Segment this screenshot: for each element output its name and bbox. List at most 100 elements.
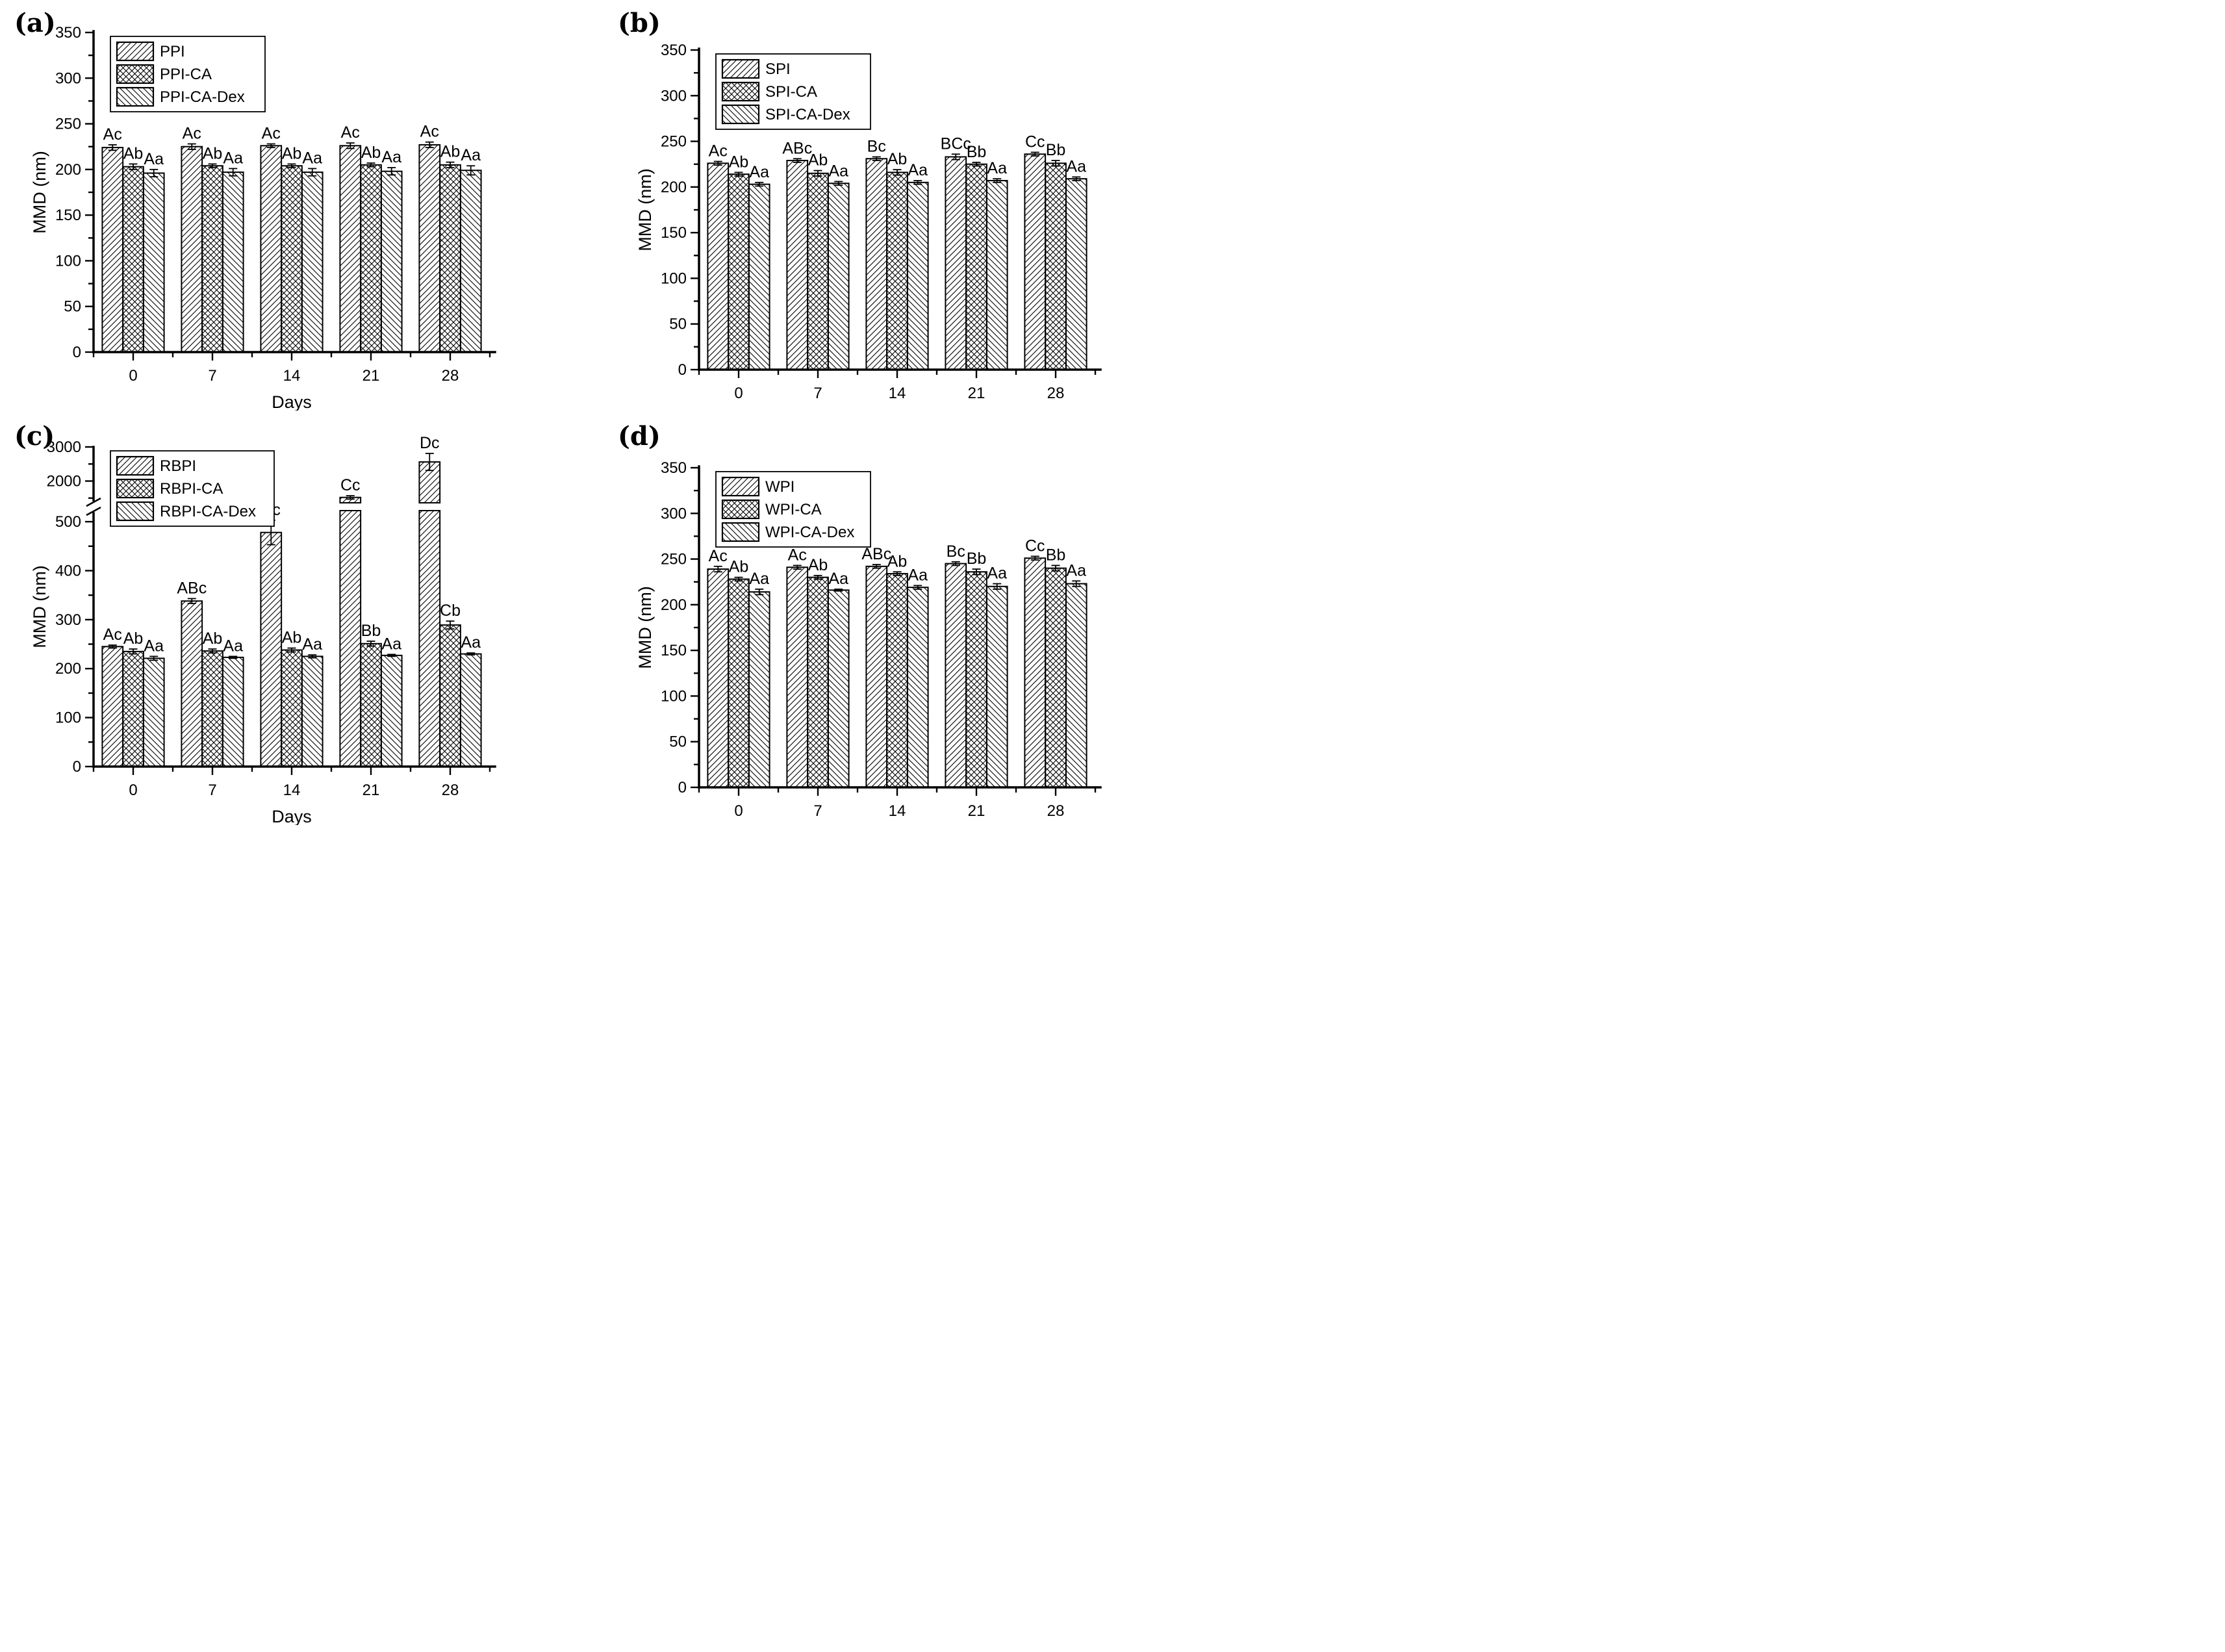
sig-label: Ac — [709, 547, 728, 565]
sig-label: Ab — [729, 558, 749, 576]
legend-swatch-diagonal-up-icon — [721, 58, 760, 79]
bar-group-SPI-day14: Bc — [865, 137, 888, 370]
sig-label: Ab — [808, 151, 828, 170]
bar — [1024, 153, 1047, 370]
sig-label: Ac — [788, 546, 807, 564]
bar-lower-segment — [418, 510, 441, 767]
sig-label: Cc — [340, 476, 361, 494]
x-tick-label: 7 — [813, 802, 822, 820]
sig-label: Aa — [1066, 561, 1086, 579]
bar-group-PPI-CA-day7: Ab — [201, 144, 223, 353]
legend: WPI WPI-CA WPI-CA-Dex — [715, 471, 871, 548]
x-ticks — [698, 787, 1097, 796]
error-bar — [793, 158, 802, 163]
bar-group-WPI-day28: Cc — [1024, 537, 1047, 788]
bar — [1045, 567, 1067, 788]
y-tick-label: 400 — [55, 562, 81, 579]
sig-label: Ac — [262, 124, 281, 142]
x-axis-title: Days — [877, 410, 917, 413]
error-bar — [346, 142, 355, 149]
error-bar — [734, 576, 743, 582]
bar-group-RBPI-CA-Dex-day28: Aa — [459, 633, 482, 767]
bar-group-WPI-CA-Dex-day21: Aa — [985, 565, 1008, 788]
bar-group-WPI-CA-Dex-day7: Aa — [827, 570, 850, 788]
error-bar — [287, 163, 296, 168]
y-axis-title: MMD (nm) — [635, 168, 655, 251]
legend-label-WPI-CA-Dex: WPI-CA-Dex — [765, 524, 854, 541]
bar — [728, 578, 750, 789]
legend: SPI SPI-CA SPI-CA-Dex — [715, 53, 871, 130]
error-bar — [187, 143, 196, 150]
error-bar — [1072, 580, 1081, 587]
bar-group-PPI-CA-Dex-day14: Aa — [301, 149, 324, 353]
sig-label: Ab — [282, 144, 302, 162]
error-bar — [387, 167, 396, 176]
sig-label: Cc — [1025, 133, 1045, 151]
sig-label: Aa — [987, 159, 1007, 177]
sig-label: Aa — [749, 570, 769, 588]
bar-group-PPI-CA-day0: Ab — [122, 144, 144, 353]
bar-group-PPI-day21: Ac — [339, 123, 362, 353]
y-tick-label: 250 — [661, 551, 687, 568]
legend-label-WPI-CA: WPI-CA — [765, 501, 822, 518]
error-bar — [813, 170, 822, 177]
bar — [281, 649, 303, 768]
error-bar — [834, 589, 843, 592]
bar — [707, 568, 730, 789]
sig-label: Aa — [1066, 157, 1086, 175]
bar-group-RBPI-CA-day7: Ab — [201, 629, 223, 768]
sig-label: Aa — [144, 637, 164, 655]
panel-c: (c) AcABcBcCcDcAbAbAbBbCbAaAaAaAaAa01002… — [0, 413, 556, 826]
legend-swatch-diagonal-up-icon — [721, 476, 760, 497]
legend-swatch-diagonal-down-icon — [721, 104, 760, 125]
sig-label: Aa — [828, 570, 848, 588]
error-bar — [308, 654, 317, 659]
error-bar — [834, 181, 843, 186]
legend-swatch-crosshatch-icon — [116, 64, 155, 84]
y-tick-label: 300 — [661, 505, 687, 522]
y-tick-label: 100 — [661, 270, 687, 287]
bar — [181, 146, 203, 353]
y-tick-label: 0 — [73, 344, 81, 361]
legend-label-SPI-CA: SPI-CA — [765, 83, 817, 101]
axis-break-slash — [86, 497, 101, 507]
legend-label-WPI: WPI — [765, 478, 795, 496]
bar-group-SPI-CA-day0: Ab — [728, 153, 750, 370]
sig-label: Ab — [729, 153, 749, 171]
error-bar — [913, 180, 922, 185]
legend-label-PPI: PPI — [160, 43, 185, 60]
sig-label: Aa — [749, 163, 769, 181]
x-tick-label: 0 — [129, 367, 137, 385]
sig-label: Ab — [887, 552, 908, 570]
x-tick-label: 28 — [1047, 385, 1065, 402]
x-tick-label: 7 — [208, 367, 216, 385]
bar — [459, 653, 482, 767]
bar — [728, 173, 750, 370]
sig-label: Aa — [987, 565, 1007, 583]
x-tick-label: 14 — [889, 802, 906, 820]
legend-label-RBPI: RBPI — [160, 457, 196, 475]
y-tick-label: 2000 — [47, 473, 81, 490]
legend: RBPI RBPI-CA RBPI-CA-Dex — [110, 450, 275, 527]
legend: PPI PPI-CA PPI-CA-Dex — [110, 36, 266, 112]
error-bar — [108, 144, 117, 151]
bar-group-WPI-day7: Ac — [786, 546, 809, 788]
error-bar — [149, 655, 159, 661]
y-tick-label: 50 — [669, 733, 687, 751]
panel-d: (d) Ac Ac ABc Bc Cc Ab Ab Ab Bb Bb Aa Aa Aa Aa Aa 0 50 10… — [556, 413, 1112, 826]
error-bar — [229, 655, 238, 659]
y-axis-title: MMD (nm) — [30, 151, 49, 233]
y-tick-label: 200 — [661, 179, 687, 196]
bar-group-WPI-day0: Ac — [707, 547, 730, 789]
x-tick-label: 28 — [442, 367, 459, 385]
error-bar — [1051, 565, 1060, 572]
bar — [201, 650, 223, 768]
bar — [807, 172, 829, 370]
sig-label: Ac — [420, 123, 439, 141]
bar-group-SPI-CA-Dex-day28: Aa — [1065, 157, 1087, 370]
error-bar — [346, 495, 355, 500]
error-bar — [287, 647, 296, 653]
plot-area: AcABcBcCcDcAbAbAbBbCbAaAaAaAaAa — [101, 434, 482, 768]
bar — [827, 589, 850, 788]
sig-label: Aa — [461, 146, 481, 164]
